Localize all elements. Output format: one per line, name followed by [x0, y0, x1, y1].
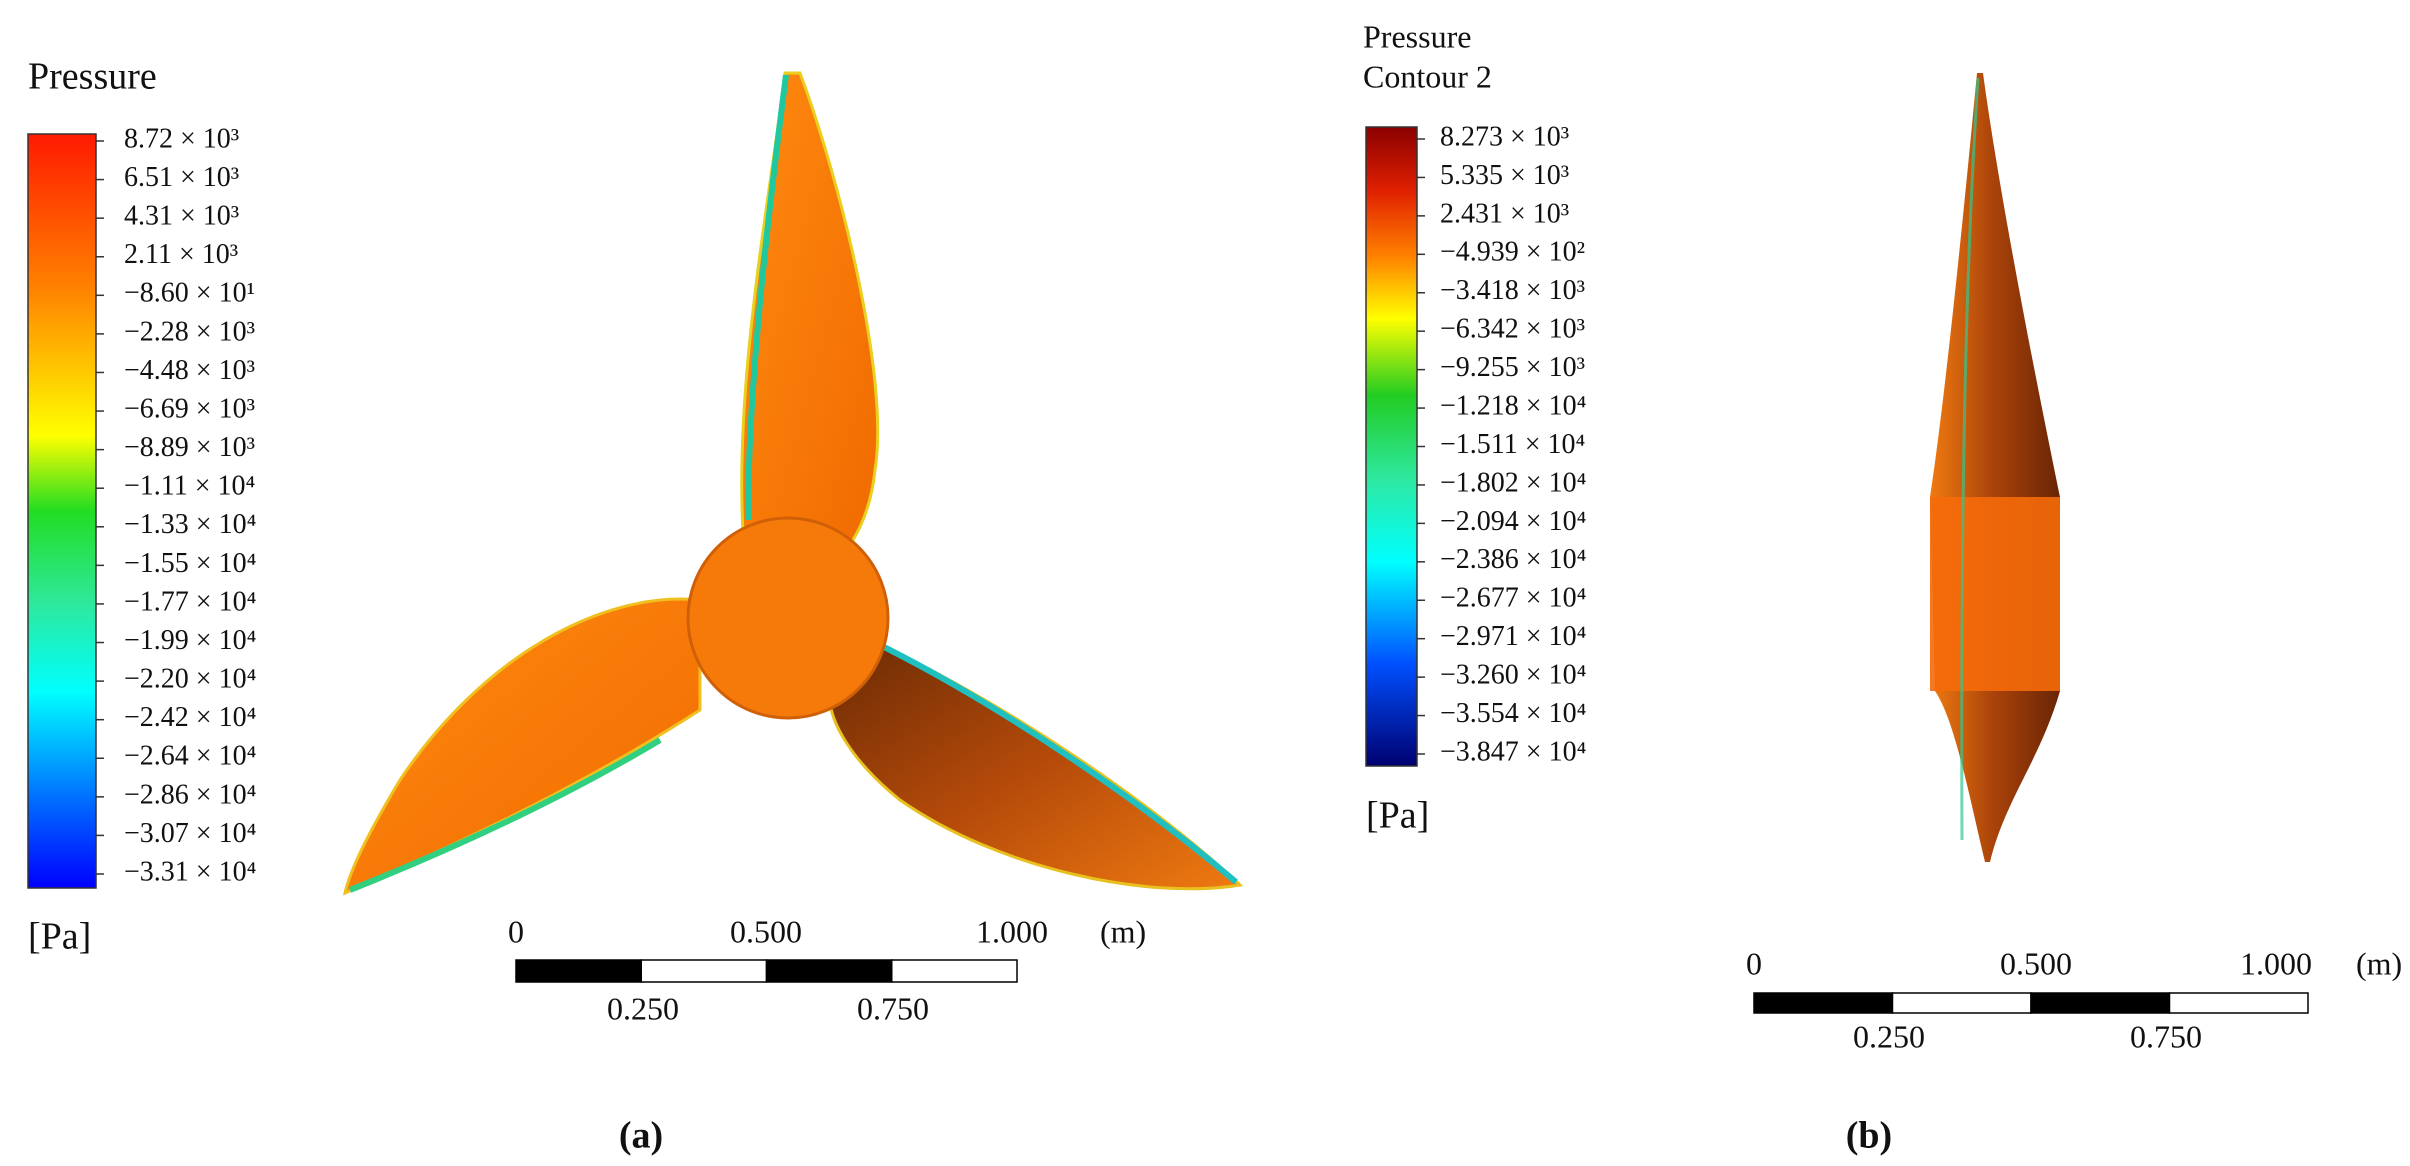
legend-label: 4.31 × 10³: [124, 201, 239, 232]
scale-bar-segment: [765, 959, 893, 983]
scale-label: 1.000: [976, 913, 1048, 949]
scale-label: 0.750: [857, 990, 929, 1026]
legend-label: −3.554 × 10⁴: [1440, 698, 1586, 729]
legend-label: −1.511 × 10⁴: [1440, 429, 1585, 460]
legend-label: 5.335 × 10³: [1440, 160, 1569, 191]
panel-caption: (b): [1846, 1115, 1892, 1157]
propeller-front: [342, 71, 1244, 896]
legend-label: −3.260 × 10⁴: [1440, 660, 1586, 691]
legend-label: −1.802 × 10⁴: [1440, 467, 1586, 498]
legend-label: −8.60 × 10¹: [124, 278, 255, 309]
legend-label: −3.07 × 10⁴: [124, 818, 256, 849]
legend-title: Pressure: [1363, 18, 1471, 54]
legend-label: −4.48 × 10³: [124, 355, 255, 386]
legend-title: Contour 2: [1363, 58, 1492, 94]
legend-label: 2.431 × 10³: [1440, 198, 1569, 229]
legend-label: −1.33 × 10⁴: [124, 509, 256, 540]
legend-label: −1.55 × 10⁴: [124, 548, 256, 579]
legend-label: −3.847 × 10⁴: [1440, 736, 1586, 767]
scale-label: 0.500: [2000, 945, 2072, 981]
legend-label: −6.69 × 10³: [124, 393, 255, 424]
legend-label: −3.31 × 10⁴: [124, 856, 256, 887]
color-bar: [27, 133, 97, 889]
panel-caption: (a): [619, 1115, 663, 1157]
legend-label: −2.971 × 10⁴: [1440, 621, 1586, 652]
scale-label: (m): [2356, 945, 2402, 981]
legend-label: −1.218 × 10⁴: [1440, 390, 1586, 421]
legend-label: −2.42 × 10⁴: [124, 702, 256, 733]
legend-label: −3.418 × 10³: [1440, 275, 1585, 306]
legend-label: −2.386 × 10⁴: [1440, 544, 1586, 575]
legend-label: −9.255 × 10³: [1440, 352, 1585, 383]
scale-label: 0: [1746, 945, 1762, 981]
scale-label: 1.000: [2240, 945, 2312, 981]
scale-label: 0: [508, 913, 524, 949]
scale-bar-segment: [1891, 992, 2032, 1014]
scale-label: 0.250: [1853, 1018, 1925, 1054]
legend-title: Pressure: [28, 56, 157, 98]
legend-label: −2.094 × 10⁴: [1440, 506, 1586, 537]
scale-label: 0.250: [607, 990, 679, 1026]
legend-label: −2.64 × 10⁴: [124, 741, 256, 772]
legend-label: −8.89 × 10³: [124, 432, 255, 463]
unit-label: [Pa]: [28, 916, 91, 958]
propeller-side: [1930, 73, 2060, 862]
legend-label: −2.677 × 10⁴: [1440, 583, 1586, 614]
scale-label: 0.750: [2130, 1018, 2202, 1054]
legend-label: 8.273 × 10³: [1440, 121, 1569, 152]
legend-label: 6.51 × 10³: [124, 162, 239, 193]
legend-label: −2.28 × 10³: [124, 316, 255, 347]
scale-label: 0.500: [730, 913, 802, 949]
legend-label: −1.11 × 10⁴: [124, 471, 255, 502]
legend-label: −1.77 × 10⁴: [124, 586, 256, 617]
scale-bar-segment: [1753, 992, 1894, 1014]
scale-label: (m): [1100, 913, 1146, 949]
color-bar: [1365, 126, 1418, 767]
scale-bar-segment: [515, 959, 642, 983]
legend-label: −1.99 × 10⁴: [124, 625, 256, 656]
legend-label: −2.20 × 10⁴: [124, 664, 256, 695]
legend-label: −2.86 × 10⁴: [124, 779, 256, 810]
scale-bar-segment: [2168, 992, 2309, 1014]
legend-label: −6.342 × 10³: [1440, 314, 1585, 345]
legend-label: 2.11 × 10³: [124, 239, 238, 270]
scale-bar-segment: [891, 959, 1018, 983]
scale-bar-segment: [640, 959, 768, 983]
unit-label: [Pa]: [1366, 795, 1429, 837]
scale-bar-segment: [2030, 992, 2171, 1014]
legend-label: −4.939 × 10²: [1440, 237, 1585, 268]
legend-label: 8.72 × 10³: [124, 123, 239, 154]
